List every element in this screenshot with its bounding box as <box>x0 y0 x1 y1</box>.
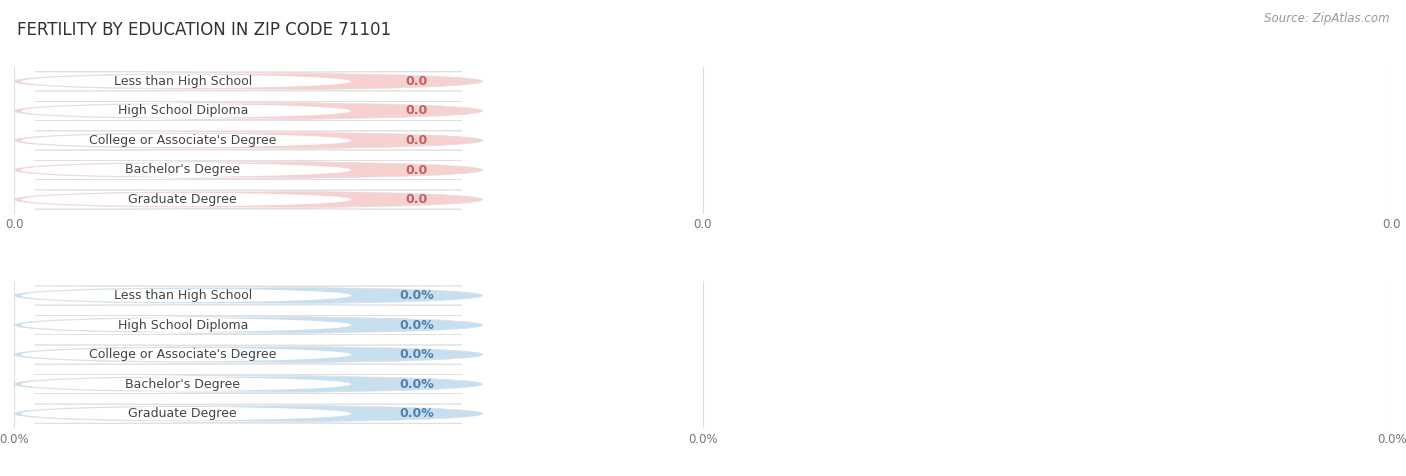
FancyBboxPatch shape <box>14 286 482 305</box>
Text: 0.0%: 0.0% <box>399 289 434 302</box>
FancyBboxPatch shape <box>0 103 402 119</box>
Text: College or Associate's Degree: College or Associate's Degree <box>89 348 277 361</box>
Text: 0.0: 0.0 <box>406 134 427 147</box>
FancyBboxPatch shape <box>14 190 482 209</box>
Text: 0.0%: 0.0% <box>399 318 434 332</box>
Text: High School Diploma: High School Diploma <box>118 318 247 332</box>
FancyBboxPatch shape <box>14 375 482 394</box>
FancyBboxPatch shape <box>0 132 402 149</box>
Text: FERTILITY BY EDUCATION IN ZIP CODE 71101: FERTILITY BY EDUCATION IN ZIP CODE 71101 <box>17 21 391 40</box>
Text: Less than High School: Less than High School <box>114 75 252 88</box>
FancyBboxPatch shape <box>0 347 402 363</box>
Text: 0.0%: 0.0% <box>399 377 434 391</box>
FancyBboxPatch shape <box>14 160 482 179</box>
Text: Bachelor's Degree: Bachelor's Degree <box>125 377 240 391</box>
Text: 0.0: 0.0 <box>406 193 427 206</box>
Text: Bachelor's Degree: Bachelor's Degree <box>125 163 240 177</box>
Text: 0.0%: 0.0% <box>399 407 434 420</box>
Text: Source: ZipAtlas.com: Source: ZipAtlas.com <box>1264 12 1389 25</box>
Text: Graduate Degree: Graduate Degree <box>128 407 238 420</box>
Text: 0.0: 0.0 <box>406 104 427 118</box>
Text: Less than High School: Less than High School <box>114 289 252 302</box>
FancyBboxPatch shape <box>0 191 402 208</box>
FancyBboxPatch shape <box>14 101 482 120</box>
Text: Graduate Degree: Graduate Degree <box>128 193 238 206</box>
Text: 0.0%: 0.0% <box>399 348 434 361</box>
FancyBboxPatch shape <box>14 72 482 91</box>
Text: 0.0: 0.0 <box>406 163 427 177</box>
FancyBboxPatch shape <box>0 73 402 89</box>
FancyBboxPatch shape <box>14 345 482 364</box>
FancyBboxPatch shape <box>14 131 482 150</box>
Text: High School Diploma: High School Diploma <box>118 104 247 118</box>
FancyBboxPatch shape <box>0 288 402 304</box>
FancyBboxPatch shape <box>0 376 402 392</box>
FancyBboxPatch shape <box>14 316 482 335</box>
Text: College or Associate's Degree: College or Associate's Degree <box>89 134 277 147</box>
FancyBboxPatch shape <box>0 317 402 333</box>
FancyBboxPatch shape <box>0 162 402 178</box>
FancyBboxPatch shape <box>14 404 482 423</box>
Text: 0.0: 0.0 <box>406 75 427 88</box>
FancyBboxPatch shape <box>0 406 402 422</box>
